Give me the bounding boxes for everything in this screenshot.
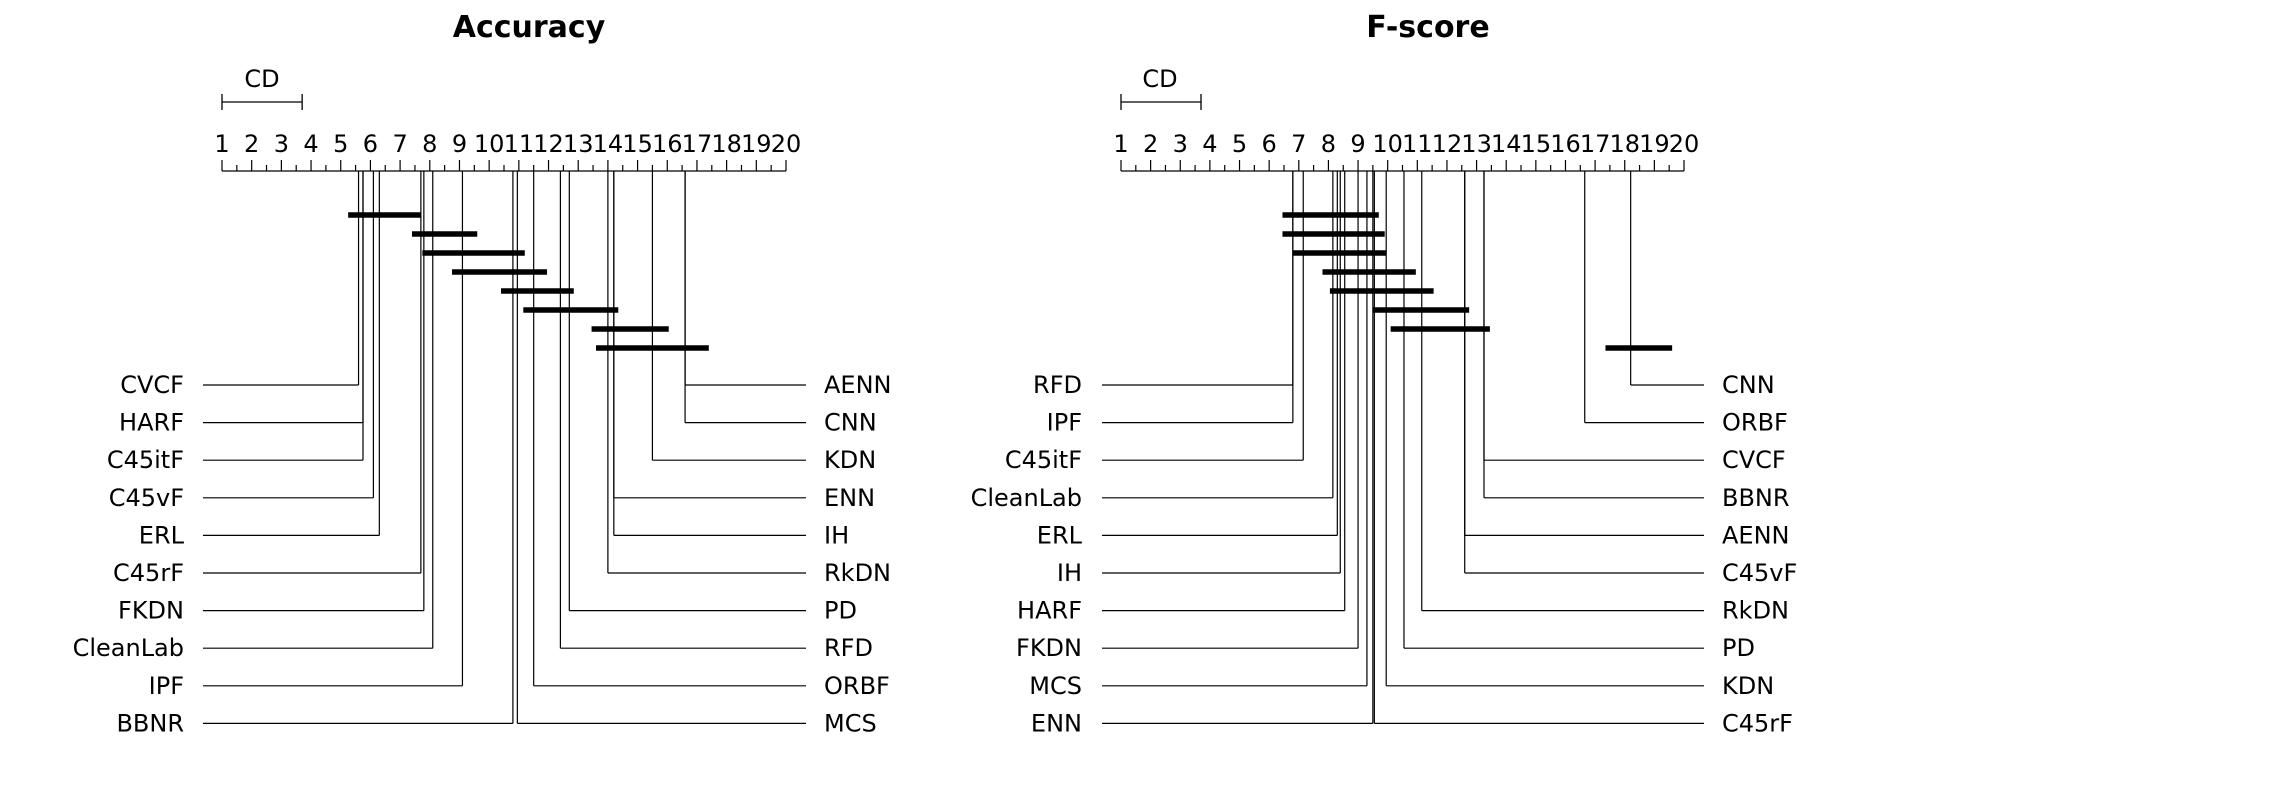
method-label-c45vf: C45vF: [109, 484, 184, 512]
method-label-c45itf: C45itF: [107, 446, 184, 474]
tick-label: 7: [1291, 130, 1306, 158]
tick-label: 11: [504, 130, 535, 158]
tick-label: 17: [682, 130, 713, 158]
method-label-c45vf: C45vF: [1722, 559, 1797, 587]
method-label-orbf: ORBF: [824, 672, 890, 700]
tick-label: 12: [1432, 130, 1463, 158]
method-label-enn: ENN: [1031, 709, 1082, 737]
method-label-bbnr: BBNR: [116, 709, 184, 737]
method-label-harf: HARF: [119, 409, 184, 437]
tick-label: 14: [593, 130, 624, 158]
method-label-erl: ERL: [139, 521, 185, 549]
method-label-fkdn: FKDN: [1016, 634, 1082, 662]
tick-label: 2: [1143, 130, 1158, 158]
tick-label: 8: [1321, 130, 1336, 158]
method-label-aenn: AENN: [1722, 521, 1790, 549]
tick-label: 12: [533, 130, 564, 158]
tick-label: 3: [1173, 130, 1188, 158]
tick-label: 3: [274, 130, 289, 158]
tick-label: 6: [363, 130, 378, 158]
method-label-c45rf: C45rF: [113, 559, 184, 587]
method-label-orbf: ORBF: [1722, 409, 1788, 437]
tick-label: 17: [1580, 130, 1611, 158]
method-label-cnn: CNN: [1722, 371, 1775, 399]
method-label-ih: IH: [824, 521, 849, 549]
method-label-rkdn: RkDN: [1722, 597, 1789, 625]
method-label-harf: HARF: [1017, 597, 1082, 625]
tick-label: 1: [1113, 130, 1128, 158]
fscore-cd-label: CD: [1142, 65, 1177, 93]
method-label-cvcf: CVCF: [1722, 446, 1786, 474]
method-label-enn: ENN: [824, 484, 875, 512]
tick-label: 20: [771, 130, 802, 158]
method-label-c45itf: C45itF: [1005, 446, 1082, 474]
tick-label: 18: [711, 130, 742, 158]
method-label-ipf: IPF: [1047, 409, 1082, 437]
fscore-panel: F-score CD 1 2 3 4 5 6 7 8 9 10 11 12 13 14 15 16 17 18 19…: [971, 10, 1798, 737]
method-label-kdn: KDN: [1722, 672, 1774, 700]
tick-label: 1: [214, 130, 229, 158]
method-label-ipf: IPF: [149, 672, 184, 700]
method-label-ih: IH: [1057, 559, 1082, 587]
method-label-rkdn: RkDN: [824, 559, 891, 587]
tick-label: 4: [1202, 130, 1217, 158]
method-label-kdn: KDN: [824, 446, 876, 474]
tick-label: 10: [474, 130, 505, 158]
tick-label: 8: [422, 130, 437, 158]
method-label-pd: PD: [1722, 634, 1755, 662]
method-label-pd: PD: [824, 597, 857, 625]
accuracy-panel: Accuracy CD 1 2 3 4 5 6 7 8 9 10 11 12 13 14 15 16 17 18 1…: [73, 10, 892, 737]
method-label-cleanlab: CleanLab: [971, 484, 1082, 512]
method-label-bbnr: BBNR: [1722, 484, 1790, 512]
tick-label: 20: [1669, 130, 1700, 158]
tick-label: 4: [303, 130, 318, 158]
accuracy-title: Accuracy: [453, 10, 606, 45]
tick-label: 11: [1402, 130, 1433, 158]
tick-label: 19: [1639, 130, 1670, 158]
method-label-cleanlab: CleanLab: [73, 634, 184, 662]
method-label-c45rf: C45rF: [1722, 709, 1793, 737]
method-label-fkdn: FKDN: [118, 597, 184, 625]
tick-label: 10: [1372, 130, 1403, 158]
tick-label: 6: [1262, 130, 1277, 158]
tick-label: 18: [1609, 130, 1640, 158]
tick-label: 15: [622, 130, 653, 158]
accuracy-cd-label: CD: [244, 65, 279, 93]
tick-label: 5: [333, 130, 348, 158]
tick-label: 9: [1350, 130, 1365, 158]
method-label-mcs: MCS: [824, 709, 877, 737]
method-label-rfd: RFD: [824, 634, 873, 662]
tick-label: 14: [1491, 130, 1522, 158]
method-label-cvcf: CVCF: [120, 371, 184, 399]
fscore-marks: 1 2 3 4 5 6 7 8 9 10 11 12 13 14 15 16 17 18 19 20RFDIPFC45…: [971, 94, 1797, 737]
accuracy-marks: 1 2 3 4 5 6 7 8 9 10 11 12 13 14 15 16 17 18 19 20CVCFHARFC…: [73, 94, 892, 737]
method-label-erl: ERL: [1037, 521, 1083, 549]
tick-label: 5: [1232, 130, 1247, 158]
tick-label: 13: [1461, 130, 1492, 158]
tick-label: 9: [452, 130, 467, 158]
method-label-rfd: RFD: [1033, 371, 1082, 399]
fscore-title: F-score: [1366, 10, 1489, 45]
tick-label: 13: [563, 130, 594, 158]
method-label-cnn: CNN: [824, 409, 877, 437]
tick-label: 15: [1521, 130, 1552, 158]
tick-label: 16: [1550, 130, 1581, 158]
tick-label: 19: [741, 130, 772, 158]
method-label-aenn: AENN: [824, 371, 892, 399]
tick-label: 16: [652, 130, 683, 158]
tick-label: 7: [392, 130, 407, 158]
method-label-mcs: MCS: [1029, 672, 1082, 700]
tick-label: 2: [244, 130, 259, 158]
